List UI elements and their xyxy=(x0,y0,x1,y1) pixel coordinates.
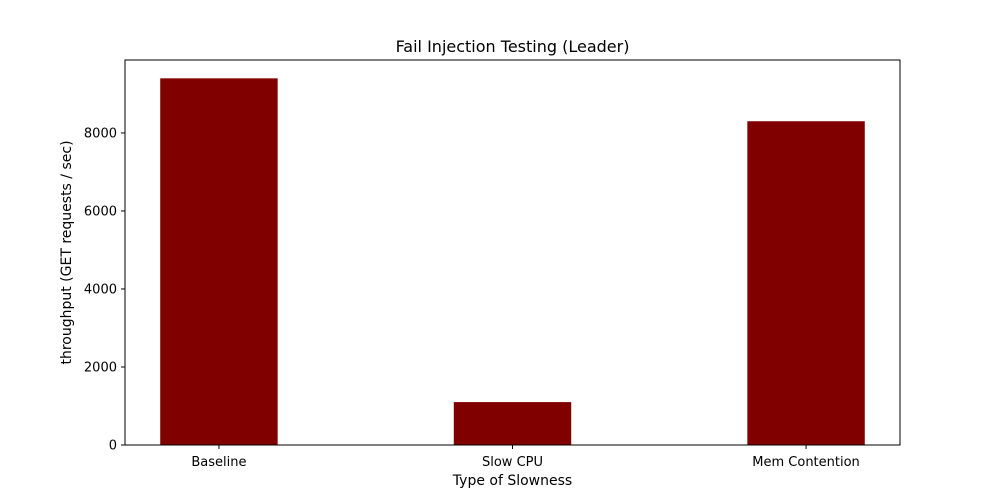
x-tick-label: Baseline xyxy=(191,455,246,470)
y-tick-label: 0 xyxy=(109,439,117,454)
bars-layer xyxy=(160,78,865,445)
y-tick-label: 6000 xyxy=(84,204,117,219)
x-tick-label: Slow CPU xyxy=(482,455,543,470)
y-tick-label: 8000 xyxy=(84,126,117,141)
y-tick-label: 2000 xyxy=(84,360,117,375)
bar-mem-contention xyxy=(747,121,865,445)
chart-title: Fail Injection Testing (Leader) xyxy=(396,37,630,56)
y-axis-ticks: 0 2000 4000 6000 8000 xyxy=(84,126,125,454)
y-tick-label: 4000 xyxy=(84,282,117,297)
x-axis-ticks: Baseline Slow CPU Mem Contention xyxy=(191,445,860,470)
x-axis-label: Type of Slowness xyxy=(452,473,572,489)
x-tick-label: Mem Contention xyxy=(752,455,860,470)
bar-baseline xyxy=(160,78,278,445)
plot-area-frame xyxy=(124,59,901,446)
y-axis-label: throughput (GET requests / sec) xyxy=(59,140,75,364)
bar-slow-cpu xyxy=(453,402,572,445)
